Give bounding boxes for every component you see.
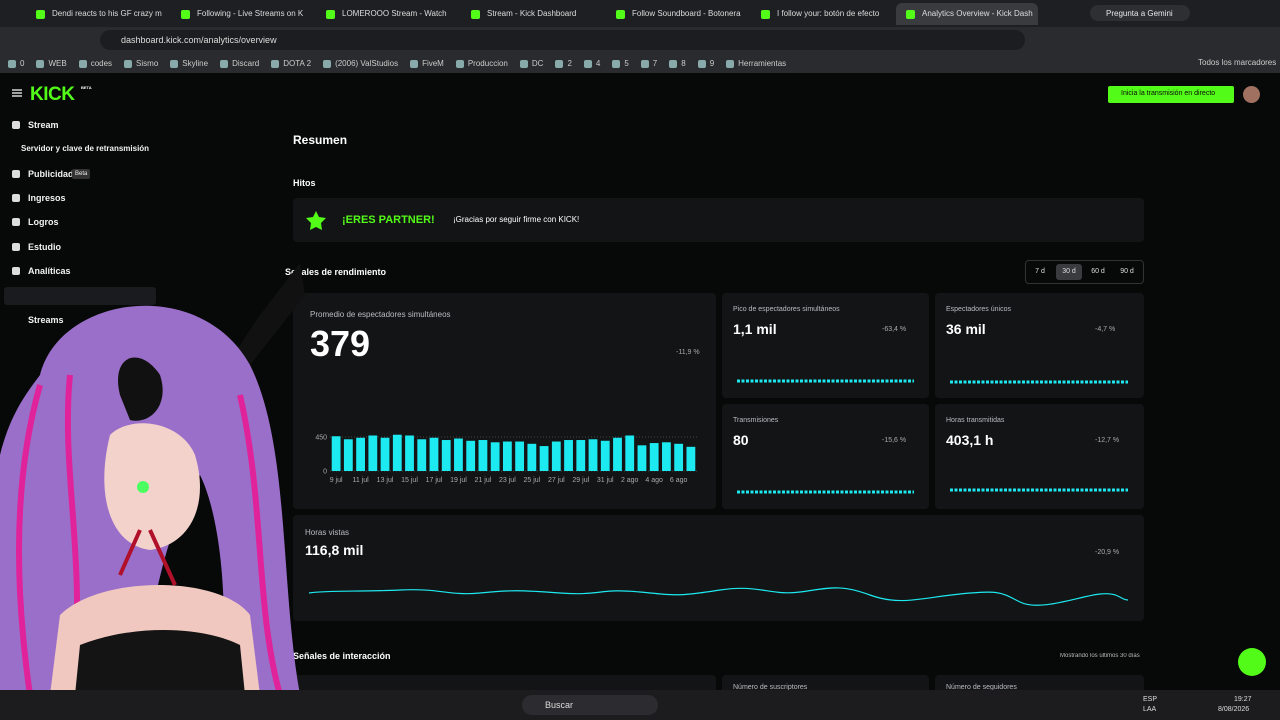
metric-value: 403,1 h xyxy=(946,432,994,448)
metric-value: 1,1 mil xyxy=(733,321,777,337)
partner-icon xyxy=(306,211,326,230)
tab[interactable]: Dendi reacts to his GF crazy m xyxy=(26,3,168,25)
bookmarks: 0 WEB codes Sismo Skyline Discard DOTA 2 (2006)… xyxy=(8,55,786,71)
bookmark[interactable]: (2006) ValStudios xyxy=(323,59,398,68)
metric-change: -20,9 % xyxy=(1095,549,1120,556)
metric-label: Número de suscriptores xyxy=(733,684,808,691)
bookmark[interactable]: 5 xyxy=(612,59,629,68)
sidebar-item[interactable]: Estudio xyxy=(12,242,61,252)
bookmark[interactable]: DC xyxy=(519,59,543,68)
bookmark[interactable]: Discard xyxy=(220,59,259,68)
logo[interactable]: KICK xyxy=(30,84,75,105)
bookmark[interactable]: 9 xyxy=(697,59,714,68)
time: 19:27 xyxy=(1234,696,1252,703)
sidebar-item[interactable]: Stream xyxy=(12,120,59,130)
metric-value: 80 xyxy=(733,432,749,448)
partner-card xyxy=(293,198,1144,242)
menu-icon[interactable] xyxy=(12,88,24,100)
layout: LAA xyxy=(1143,706,1157,713)
interaction-note: Mostrando los últimos 30 días xyxy=(1060,653,1140,659)
bookmark[interactable]: WEB xyxy=(36,59,67,68)
sidebar-item[interactable]: Streams xyxy=(28,315,64,325)
metric-label: Espectadores únicos xyxy=(946,306,1011,313)
section-title: Señales de rendimiento xyxy=(285,267,387,277)
metric-label: Pico de espectadores simultáneos xyxy=(733,306,840,313)
range-box xyxy=(1025,260,1144,284)
range-button[interactable]: 7 d xyxy=(1035,268,1045,275)
metric-label: Horas vistas xyxy=(305,528,350,537)
metric-label: Promedio de espectadores simultáneos xyxy=(310,310,451,319)
tab[interactable]: Follow Soundboard - Botonera xyxy=(606,3,748,25)
bookmark[interactable]: codes xyxy=(78,59,112,68)
gemini-button[interactable]: Pregunta a Gemini xyxy=(1090,5,1190,21)
metric-change: -4,7 % xyxy=(1095,326,1116,333)
badge: Beta xyxy=(72,169,91,179)
metric-value: 379 xyxy=(310,323,371,364)
bookmark[interactable]: Skyline xyxy=(170,59,208,68)
tab-bar xyxy=(0,0,1280,27)
tab[interactable]: LOMEROOO Stream - Watch xyxy=(316,3,458,25)
range-button[interactable]: 30 d xyxy=(1056,264,1082,280)
lang: ESP xyxy=(1143,696,1158,703)
search[interactable]: Buscar xyxy=(545,700,574,710)
go-live-button[interactable]: Inicia la transmisión en directo xyxy=(1108,86,1234,103)
metric-label: Horas transmitidas xyxy=(946,417,1005,424)
bookmark[interactable]: 8 xyxy=(669,59,686,68)
address[interactable]: dashboard.kick.com/analytics/overview xyxy=(121,35,277,45)
bookmark[interactable]: 0 xyxy=(8,59,24,68)
tab[interactable]: Following - Live Streams on K xyxy=(171,3,313,25)
bookmark[interactable]: FiveM xyxy=(410,59,444,68)
search-box[interactable] xyxy=(522,695,658,715)
avg-card xyxy=(293,293,716,509)
tab[interactable]: Analytics Overview - Kick Dash xyxy=(896,3,1038,25)
address-box[interactable] xyxy=(100,30,1025,50)
vtuber-overlay xyxy=(0,263,305,695)
bookmark[interactable]: 7 xyxy=(640,59,657,68)
sidebar-item[interactable]: Servidor y clave de retransmisión xyxy=(21,144,150,153)
range-button[interactable]: 90 d xyxy=(1120,268,1134,275)
sidebar-item[interactable]: Logros xyxy=(12,217,59,227)
metric-change: -15,6 % xyxy=(882,437,907,444)
tab[interactable]: I follow your: botón de efecto xyxy=(751,3,893,25)
metric-label: Número de seguidores xyxy=(946,684,1017,691)
range-button[interactable]: 60 d xyxy=(1091,268,1105,275)
support-button[interactable] xyxy=(1238,648,1266,676)
partner-thanks: ¡Gracias por seguir firme con KICK! xyxy=(453,215,580,224)
partner-title: ¡ERES PARTNER! xyxy=(342,214,435,226)
tab[interactable]: Stream - Kick Dashboard xyxy=(461,3,603,25)
bookmark[interactable]: Sismo xyxy=(124,59,158,68)
watched-card xyxy=(293,515,1144,621)
bookmark[interactable]: DOTA 2 xyxy=(271,59,311,68)
section-title: Hitos xyxy=(293,178,316,188)
metric-value: 36 mil xyxy=(946,321,986,337)
date: 8/08/2026 xyxy=(1218,706,1250,713)
metric-card xyxy=(935,404,1144,509)
sidebar-item[interactable]: Ingresos xyxy=(12,193,66,203)
bookmark[interactable]: Produccion xyxy=(455,59,508,68)
logo-beta: BETA xyxy=(81,85,92,90)
avatar[interactable] xyxy=(1243,86,1260,103)
metric-value: 116,8 mil xyxy=(305,542,364,558)
page-title: Resumen xyxy=(293,133,348,147)
all-bookmarks[interactable]: Todos los marcadores xyxy=(1198,58,1277,67)
bookmark[interactable]: 2 xyxy=(555,59,572,68)
bookmark[interactable]: 4 xyxy=(583,59,600,68)
bookmark[interactable]: Herramientas xyxy=(726,59,786,68)
metric-change: -63,4 % xyxy=(882,326,907,333)
metric-label: Transmisiones xyxy=(733,417,779,424)
metric-change: -12,7 % xyxy=(1095,437,1120,444)
sidebar-item[interactable]: Publicidad xyxy=(12,169,74,179)
metric-change: -11,9 % xyxy=(676,349,700,356)
section-title: Señales de interacción xyxy=(293,651,391,661)
sidebar-item[interactable]: Analíticas xyxy=(12,266,71,276)
active-item-bg xyxy=(4,287,156,305)
